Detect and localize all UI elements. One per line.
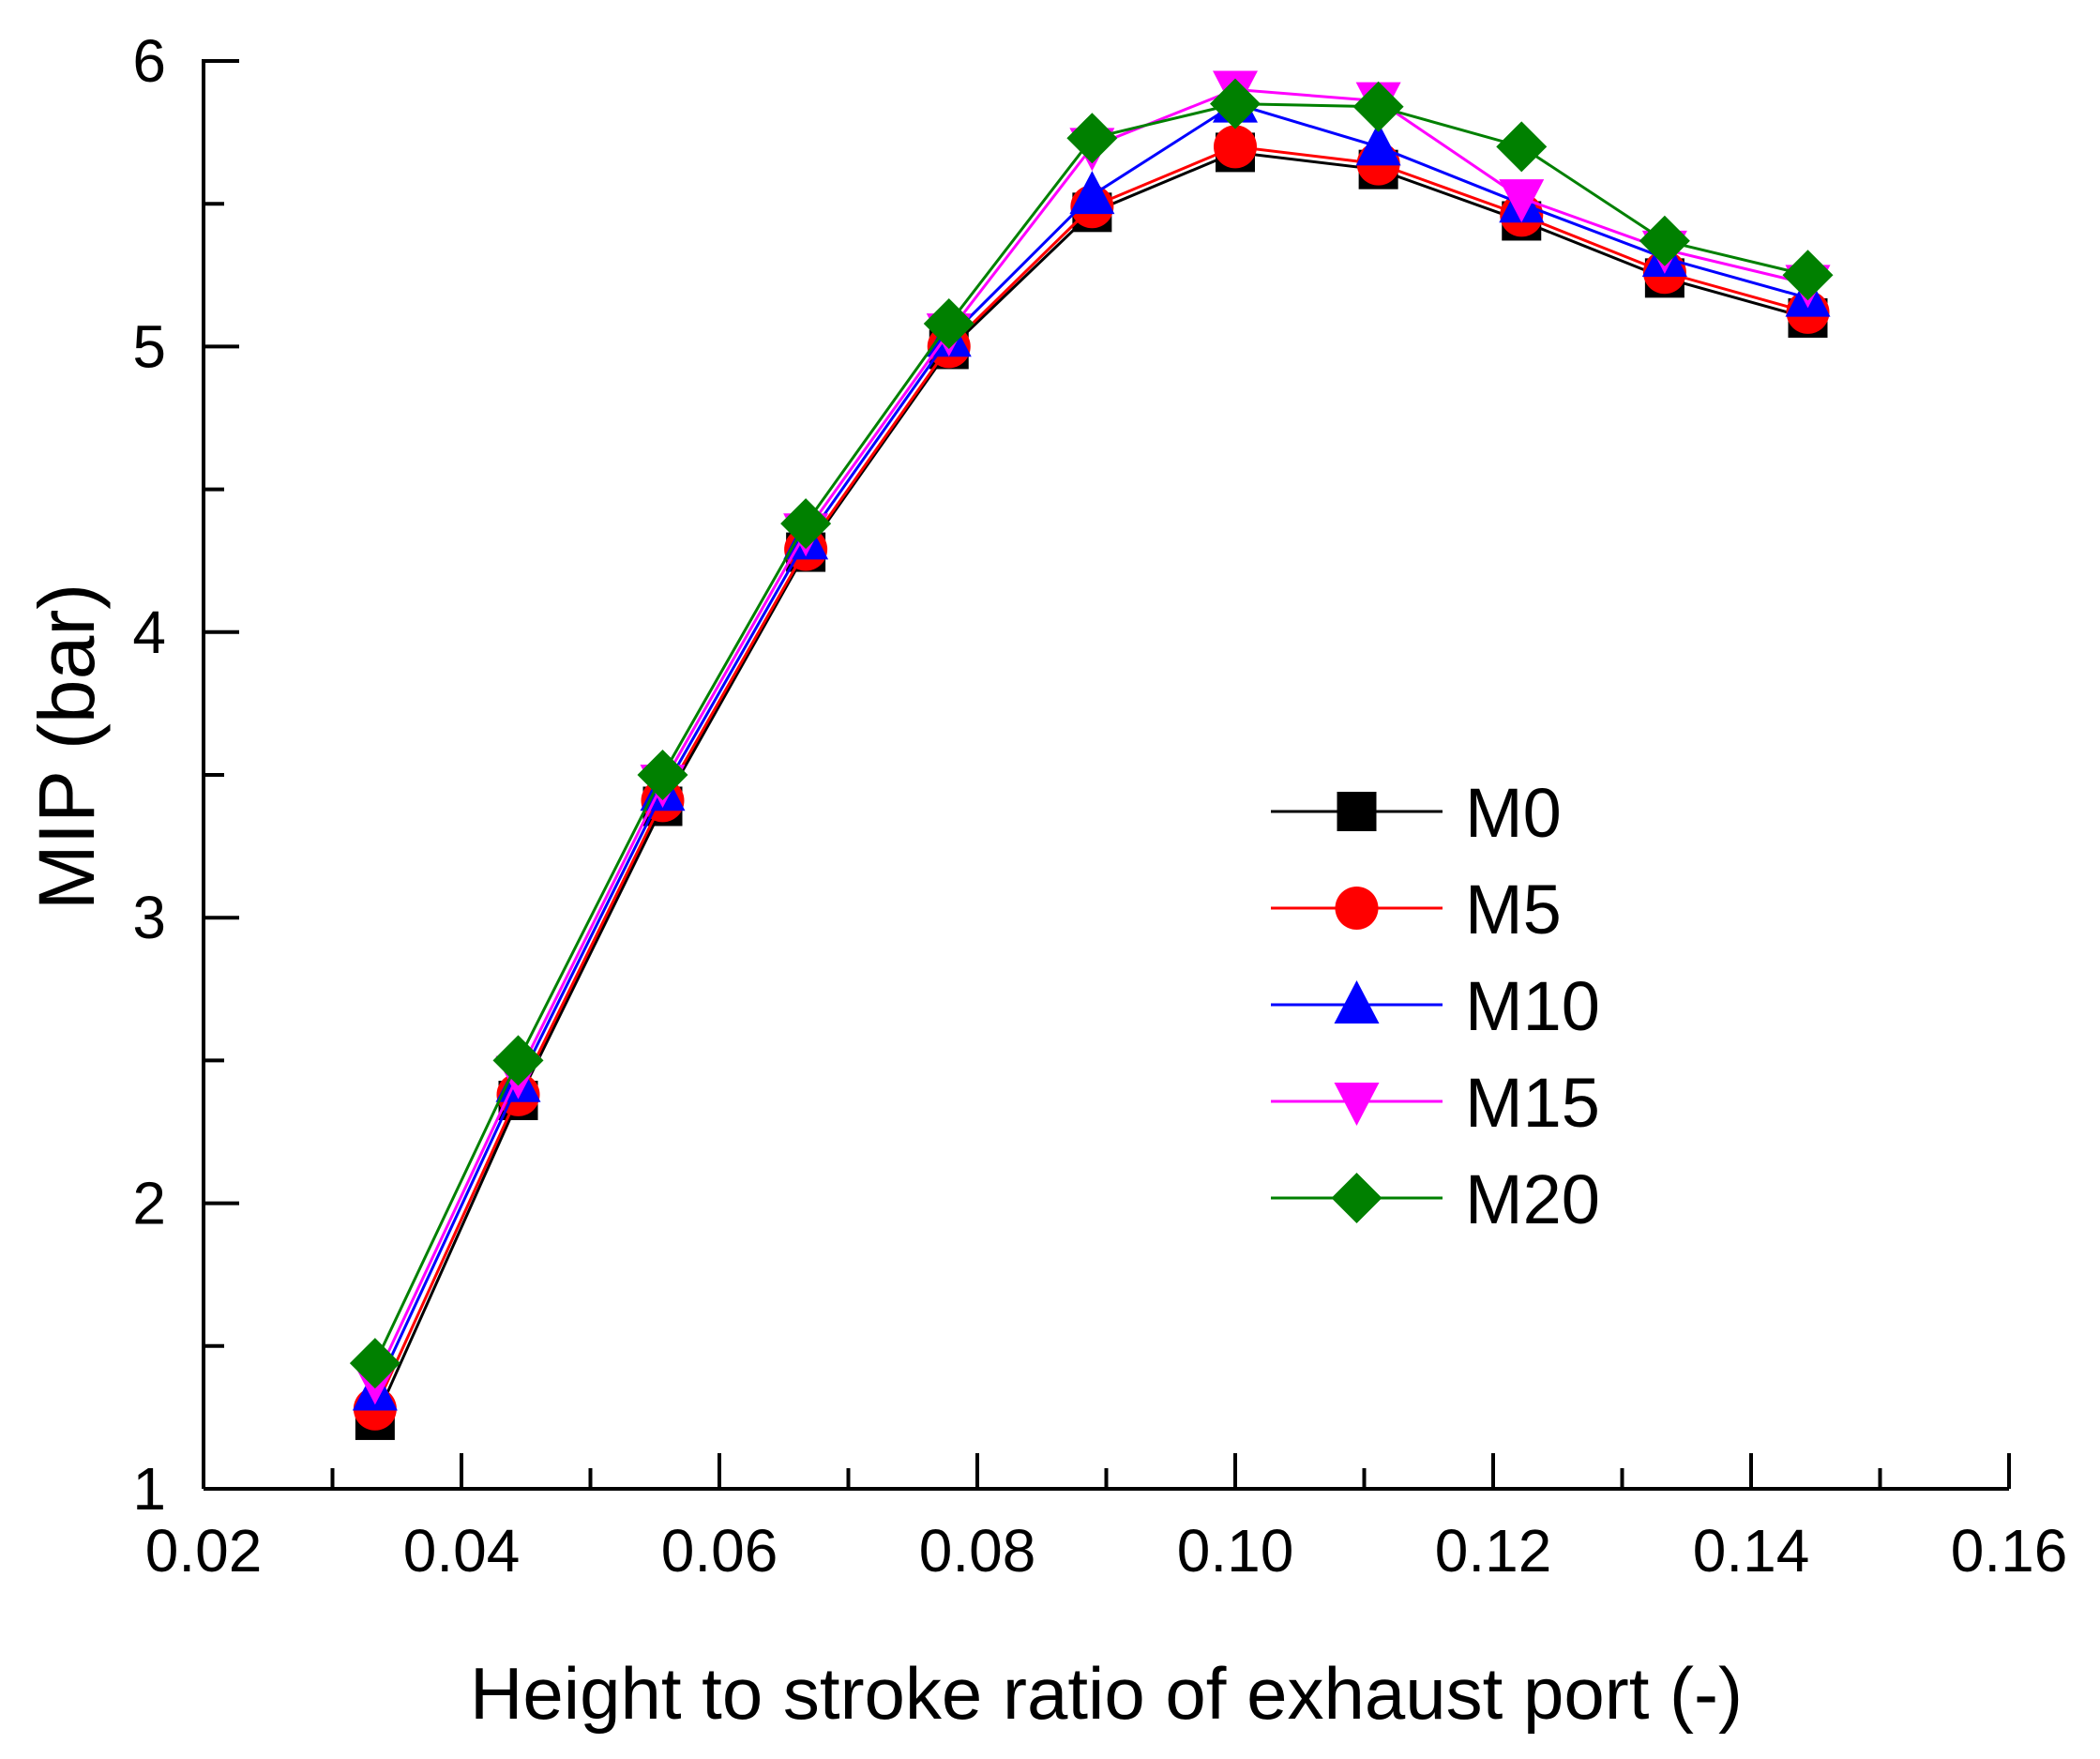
legend-label: M15 (1465, 1064, 1600, 1142)
data-point-m20 (1782, 250, 1834, 301)
x-tick-label: 0.12 (1435, 1517, 1552, 1585)
legend-marker (1337, 792, 1377, 831)
data-point-m20 (637, 750, 688, 800)
data-point-m20 (492, 1035, 544, 1086)
y-tick-label: 4 (132, 599, 166, 666)
data-point-m20 (1066, 113, 1118, 164)
x-tick-label: 0.16 (1951, 1517, 2068, 1585)
legend-item-m5: M5 (1271, 871, 1562, 948)
legend: M0 M5 M10 M15 M20 (1271, 774, 1600, 1238)
legend-marker (1335, 887, 1379, 930)
y-tick-label: 3 (132, 884, 166, 951)
legend-marker (1331, 1173, 1382, 1223)
legend-item-m10: M10 (1271, 967, 1600, 1045)
x-axis-title: Height to stroke ratio of exhaust port (… (470, 1652, 1743, 1735)
series-m10 (352, 79, 1831, 1411)
legend-label: M20 (1465, 1160, 1600, 1238)
data-point-m5 (1214, 125, 1257, 169)
data-point-m15 (1499, 179, 1545, 223)
x-tick-label: 0.06 (661, 1517, 778, 1585)
legend-marker (1334, 1083, 1380, 1126)
series-m15 (352, 70, 1831, 1405)
data-point-m20 (1210, 78, 1261, 129)
y-tick-label: 5 (132, 312, 166, 380)
y-axis-title: MIP (bar) (23, 584, 111, 911)
data-point-m20 (1352, 81, 1404, 132)
data-point-m20 (923, 298, 974, 350)
series-m0 (355, 132, 1828, 1440)
data-point-m20 (780, 498, 832, 550)
data-point-m10 (1069, 171, 1115, 215)
legend-item-m0: M0 (1271, 774, 1562, 852)
y-tick-label: 1 (132, 1455, 166, 1523)
data-point-m20 (349, 1338, 400, 1389)
x-tick-label: 0.02 (145, 1517, 263, 1585)
y-tick-label: 6 (132, 27, 166, 95)
legend-item-m20: M20 (1271, 1160, 1600, 1238)
x-tick-label: 0.10 (1177, 1517, 1294, 1585)
data-point-m20 (1496, 121, 1548, 173)
series-m20 (349, 78, 1834, 1389)
x-tick-label: 0.14 (1693, 1517, 1810, 1585)
x-tick-label: 0.04 (403, 1517, 521, 1585)
legend-marker (1334, 980, 1380, 1024)
legend-item-m15: M15 (1271, 1064, 1600, 1142)
legend-label: M5 (1465, 871, 1562, 948)
axes: 0.02 0.04 0.06 0.08 0.10 0.12 0.14 0.16 1 2 3 4 5 6 (132, 27, 2067, 1585)
legend-label: M0 (1465, 774, 1562, 852)
legend-label: M10 (1465, 967, 1600, 1045)
data-point-m10 (1355, 122, 1401, 166)
x-tick-label: 0.08 (919, 1517, 1036, 1585)
y-tick-label: 2 (132, 1170, 166, 1237)
series-layer (349, 70, 1834, 1440)
series-m5 (353, 125, 1830, 1431)
data-point-m20 (1639, 215, 1690, 266)
